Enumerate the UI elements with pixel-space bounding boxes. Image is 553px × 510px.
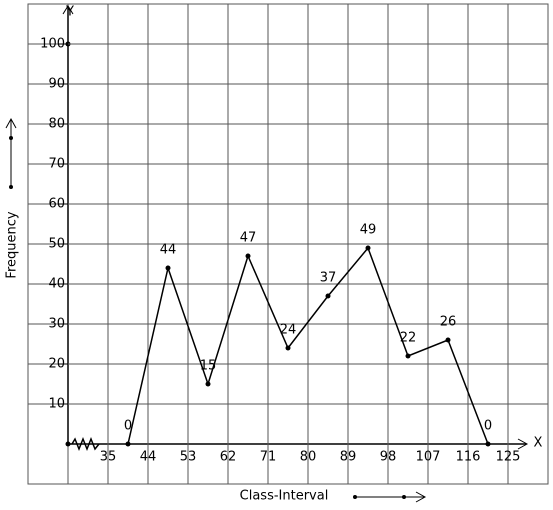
- x-tick-label: 116: [456, 450, 481, 465]
- value-label: 49: [360, 223, 377, 238]
- value-label: 26: [440, 315, 457, 330]
- y-tick-label: 90: [48, 77, 65, 92]
- point: [485, 441, 491, 447]
- point: [445, 337, 451, 343]
- point: [365, 245, 371, 251]
- y-label-arrow: [5, 117, 17, 188]
- y-tick-label: 10: [48, 397, 65, 412]
- y-tick-label: 20: [48, 357, 65, 372]
- point: [125, 441, 131, 447]
- value-label: 37: [320, 271, 337, 286]
- x-tick-label: 44: [140, 450, 157, 465]
- y-tick-label: 30: [48, 317, 65, 332]
- point: [245, 253, 251, 259]
- y-tick-label: 60: [48, 197, 65, 212]
- x-axis-name: X: [534, 436, 543, 451]
- y-tick-label: 100: [40, 37, 65, 52]
- value-label: 0: [124, 419, 132, 434]
- x-tick-label: 89: [340, 450, 357, 465]
- y-tick-label: 50: [48, 237, 65, 252]
- x-tick-label: 62: [220, 450, 237, 465]
- x-tick-label: 107: [416, 450, 441, 465]
- point: [325, 293, 331, 299]
- x-arrow: [517, 438, 529, 450]
- value-label: 0: [484, 419, 492, 434]
- arrow-dot: [9, 185, 13, 189]
- origin: [65, 441, 71, 447]
- y-axis-name: Y: [65, 5, 74, 20]
- point: [205, 381, 211, 387]
- value-label: 22: [400, 331, 417, 346]
- x-label-arrow: [355, 491, 427, 503]
- x-tick-label: 80: [300, 450, 317, 465]
- value-label: 44: [160, 243, 177, 258]
- point: [405, 353, 411, 359]
- value-label: 47: [240, 231, 257, 246]
- x-label: Class-Interval: [240, 489, 329, 504]
- y-tick-label: 70: [48, 157, 65, 172]
- value-label: 15: [200, 359, 217, 374]
- x-tick-label: 125: [496, 450, 521, 465]
- axis-break: [71, 436, 100, 452]
- x-tick-label: 98: [380, 450, 397, 465]
- arrow-dot: [9, 136, 13, 140]
- value-label: 24: [280, 323, 297, 338]
- arrow-dot: [353, 495, 357, 499]
- x-tick-label: 53: [180, 450, 197, 465]
- polygon-line: [127, 246, 489, 445]
- point: [285, 345, 291, 351]
- arrow-dot: [402, 495, 406, 499]
- y-label: Frequency: [5, 211, 20, 278]
- x-tick-label: 71: [260, 450, 277, 465]
- y-arrow: [62, 5, 74, 15]
- y-tick-label: 40: [48, 277, 65, 292]
- x-tick-label: 35: [100, 450, 117, 465]
- y-tick-label: 80: [48, 117, 65, 132]
- point: [165, 265, 171, 271]
